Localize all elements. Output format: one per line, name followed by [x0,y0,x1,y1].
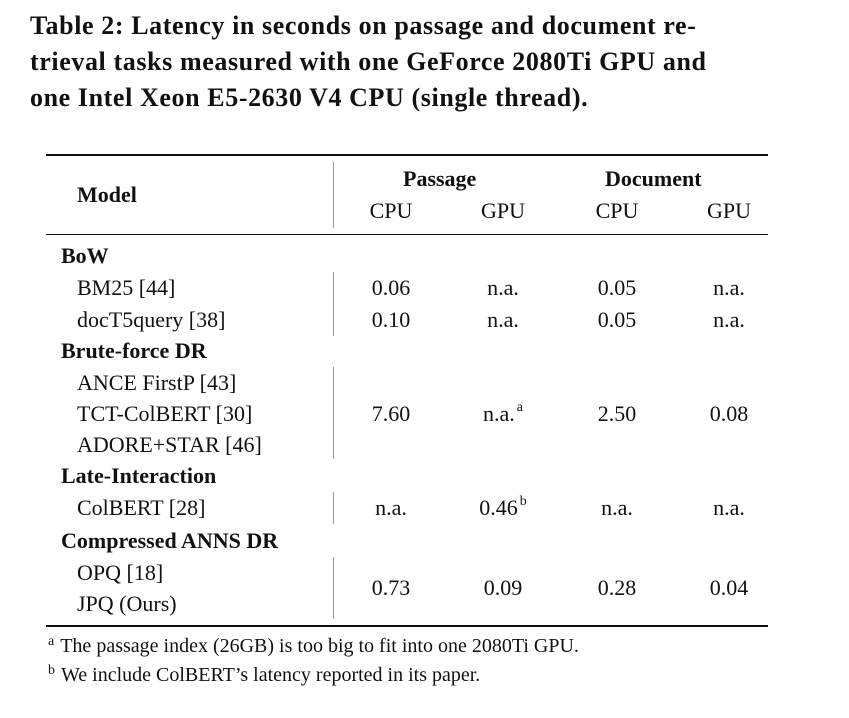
cell-document-cpu: n.a. [601,495,633,520]
cell-passage-gpu: 0.46 b [458,494,548,522]
header-passage-gpu: GPU [480,198,525,223]
header-passage-cpu: CPU [369,198,413,223]
cell-passage-cpu: n.a. [375,495,407,520]
cell-value: 0.46 [479,495,518,520]
footnote-a: a The passage index (26GB) is too big to … [48,633,579,659]
cell-passage-cpu: 0.06 [371,275,411,300]
model-name: ADORE+STAR [46] [77,432,262,457]
header-document-gpu: GPU [706,198,751,223]
footnote-text: The passage index (26GB) is too big to f… [60,635,579,657]
cell-passage-cpu: 0.10 [371,307,411,332]
footnote-marker: b [519,494,527,509]
model-name: docT5query [38] [77,307,226,332]
footnote-text: We include ColBERT’s latency reported in… [61,664,481,686]
cell-document-gpu: n.a. [713,495,745,520]
cell-document-cpu: 0.28 [597,575,637,600]
group-label-brute-force: Brute-force DR [61,338,207,363]
footnote-marker: b [48,663,55,678]
cell-passage-gpu: n.a. a [458,400,548,428]
cell-document-gpu: 0.08 [709,401,749,426]
model-name: ColBERT [28] [77,495,206,520]
caption-line-2: trieval tasks measured with one GeForce … [30,47,707,76]
cell-document-cpu: 0.05 [597,307,637,332]
cell-document-gpu: n.a. [713,307,745,332]
caption-line-1: Table 2: Latency in seconds on passage a… [30,11,697,40]
header-passage: Passage [403,166,477,191]
cell-document-gpu: 0.04 [709,575,749,600]
cell-value: n.a. [483,401,515,426]
model-name: OPQ [18] [77,560,164,585]
bottom-rule [46,625,768,627]
cell-document-cpu: 2.50 [597,401,637,426]
model-name: BM25 [44] [77,275,176,300]
header-rule [46,234,768,235]
footnote-marker: a [516,400,523,415]
group-label-late-interaction: Late-Interaction [61,463,217,488]
cell-passage-cpu: 0.73 [371,575,411,600]
late-separator [333,492,334,524]
cell-passage-gpu: 0.09 [483,575,523,600]
header-document-cpu: CPU [595,198,639,223]
model-name: JPQ (Ours) [77,591,177,616]
model-name: ANCE FirstP [43] [77,370,237,395]
brute-separator [333,367,334,459]
footnote-marker: a [48,634,55,649]
cell-passage-gpu: n.a. [487,307,519,332]
top-rule [46,154,768,156]
cell-document-gpu: n.a. [713,275,745,300]
header-document: Document [605,166,702,191]
bow-separator [333,272,334,336]
header-model: Model [77,182,137,207]
group-label-compressed-anns: Compressed ANNS DR [61,528,279,553]
table-caption: Table 2: Latency in seconds on passage a… [30,8,830,116]
cell-document-cpu: 0.05 [597,275,637,300]
cell-passage-gpu: n.a. [487,275,519,300]
group-label-bow: BoW [61,243,109,268]
header-separator [333,162,334,228]
caption-line-3: one Intel Xeon E5-2630 V4 CPU (single th… [30,83,589,112]
compressed-separator [333,557,334,619]
cell-passage-cpu: 7.60 [371,401,411,426]
footnote-b: b We include ColBERT’s latency reported i… [48,662,480,688]
model-name: TCT-ColBERT [30] [77,401,253,426]
